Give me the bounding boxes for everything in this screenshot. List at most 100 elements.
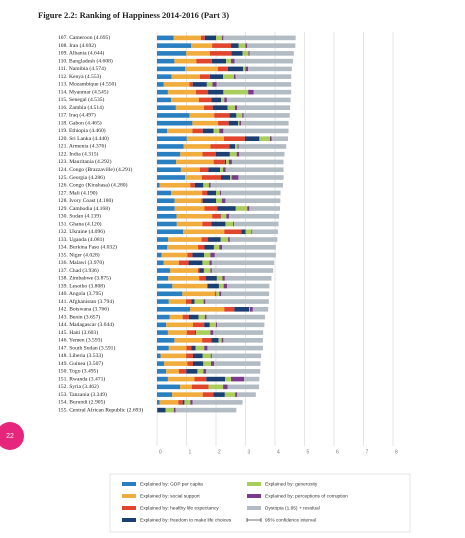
- bar-segment: [157, 345, 169, 351]
- bar-segment: [216, 82, 292, 87]
- bar-segment: [157, 159, 177, 165]
- bar-segment: [167, 89, 196, 95]
- bar-segment: [224, 392, 236, 397]
- bar-segment: [199, 167, 209, 173]
- bar-segment: [202, 128, 214, 134]
- legend-swatch: [122, 482, 136, 486]
- bar-segment: [213, 392, 225, 397]
- bar-segment: [252, 229, 278, 235]
- bar-segment: [180, 151, 203, 157]
- bar-segment: [224, 307, 235, 312]
- bar-segment: [182, 291, 215, 297]
- bar-segment: [199, 74, 210, 79]
- bar-segment: [168, 275, 200, 281]
- bar-segment: [228, 159, 232, 165]
- bar-segment: [210, 182, 283, 188]
- bar-segment: [202, 392, 214, 397]
- bar-segment: [209, 322, 216, 328]
- bar-segment: [213, 128, 220, 134]
- bar-segment: [202, 198, 216, 204]
- bar-segment: [157, 384, 181, 390]
- bar-segment: [157, 58, 175, 64]
- bar-segment: [174, 206, 205, 211]
- bar-segment: [167, 244, 199, 250]
- bar-segment: [192, 322, 205, 328]
- y-tick-label: 110. Bangladesh (4.608): [58, 57, 113, 64]
- bar-segment: [238, 120, 240, 126]
- y-tick-label: 142. Botswana (3.766): [58, 306, 109, 313]
- bar-segment: [192, 400, 243, 405]
- y-tick-label: 123. Mauritania (4.292): [58, 158, 112, 165]
- bar-segment: [194, 299, 204, 304]
- bar-segment: [202, 353, 211, 359]
- bar-segment: [190, 182, 195, 188]
- bar-segment: [227, 283, 270, 289]
- bar-segment: [186, 353, 193, 359]
- bar-segment: [228, 237, 230, 242]
- bar-segment: [248, 66, 292, 72]
- bar-segment: [213, 159, 225, 165]
- bar-segment: [198, 97, 212, 103]
- bar-segment: [173, 35, 201, 41]
- bar-segment: [203, 182, 209, 188]
- bar-segment: [243, 66, 246, 72]
- bar-segment: [209, 74, 224, 79]
- bar-segment: [212, 82, 217, 87]
- bar-segment: [157, 392, 173, 397]
- bar-segment: [234, 58, 293, 64]
- y-tick-label: 146. Yemen (3.593): [58, 337, 102, 344]
- bar-segment: [157, 291, 183, 297]
- bar-segment: [207, 190, 216, 196]
- legend-swatch: [247, 506, 261, 510]
- y-tick-label: 151. Rwanda (3.471): [58, 375, 105, 382]
- bar-segment: [206, 376, 226, 382]
- bar-segment: [157, 299, 169, 304]
- bar-segment: [207, 345, 263, 351]
- bar-segment: [211, 221, 226, 227]
- bar-segment: [159, 182, 191, 188]
- bar-segment: [157, 353, 161, 359]
- bar-segment: [168, 299, 186, 304]
- y-tick-label: 133. Uganda (4.081): [58, 236, 104, 243]
- page-badge: [0, 422, 24, 450]
- legend-label: Explained by: freedom to make life choic…: [140, 517, 232, 523]
- y-tick-label: 125. Georgia (4.286): [58, 174, 105, 181]
- bar-segment: [223, 74, 234, 79]
- bar-segment: [161, 252, 188, 258]
- bar-segment: [176, 221, 203, 227]
- bar-segment: [194, 182, 204, 188]
- bar-segment: [157, 74, 172, 79]
- y-tick-label: 124. Congo (Brazzaville) (4.291): [58, 166, 133, 173]
- bar-segment: [187, 361, 193, 366]
- bar-segment: [185, 66, 218, 72]
- bar-segment: [224, 159, 227, 165]
- bar-segment: [225, 376, 232, 382]
- bar-segment: [190, 307, 225, 312]
- x-tick-label: 2: [218, 449, 221, 455]
- bar-segment: [225, 167, 284, 173]
- x-tick-label: 6: [336, 449, 339, 455]
- legend-swatch: [247, 482, 261, 486]
- bar-segment: [226, 159, 229, 165]
- bar-segment: [208, 384, 224, 390]
- bar-segment: [191, 43, 213, 48]
- bar-segment: [180, 384, 192, 390]
- bar-segment: [223, 384, 228, 390]
- bar-segment: [225, 221, 234, 227]
- bar-segment: [157, 229, 184, 235]
- bar-segment: [186, 345, 192, 351]
- bar-segment: [210, 330, 214, 335]
- bar-segment: [157, 221, 177, 227]
- bar-segment: [229, 113, 237, 118]
- bar-segment: [241, 120, 289, 126]
- bar-segment: [201, 198, 203, 204]
- bar-segment: [204, 314, 207, 320]
- bar-segment: [216, 35, 222, 41]
- bar-segment: [157, 275, 169, 281]
- bar-segment: [209, 260, 212, 266]
- y-tick-label: 150. Togo (3.495): [58, 368, 98, 375]
- y-tick-label: 155. Central African Republic (2.693): [58, 406, 143, 413]
- y-tick-label: 153. Tanzania (3.349): [58, 391, 107, 398]
- bar-segment: [157, 182, 160, 188]
- bar-segment: [191, 345, 196, 351]
